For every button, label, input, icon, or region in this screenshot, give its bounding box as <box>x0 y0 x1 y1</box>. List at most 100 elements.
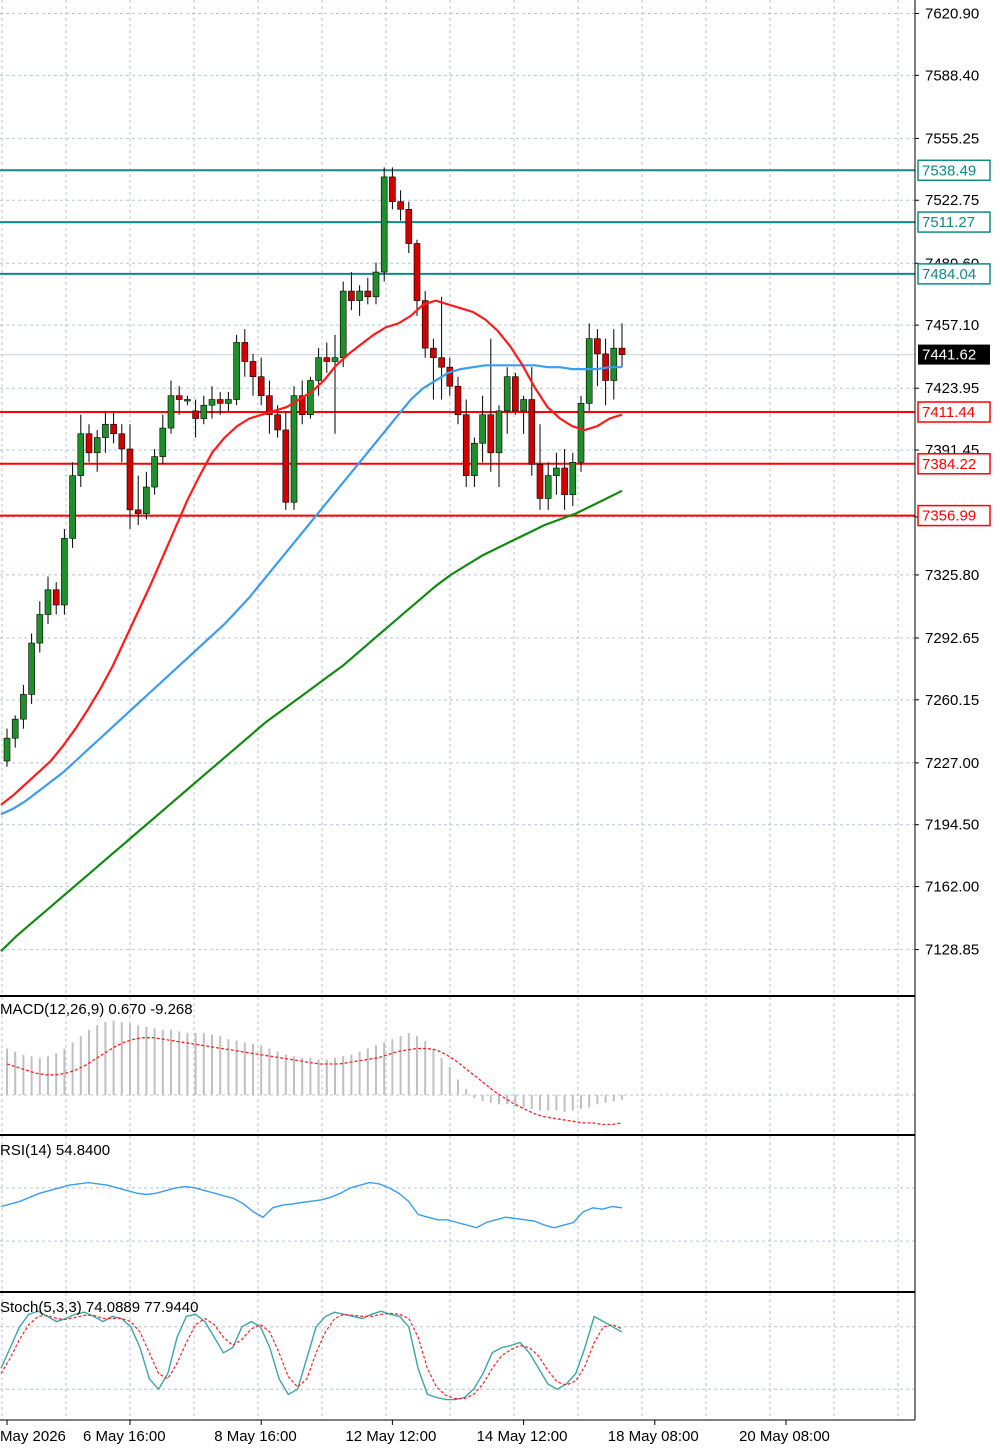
candle-bear <box>298 395 306 416</box>
rsi-label: RSI(14) 54.8400 <box>0 1142 110 1159</box>
price-tick-label: 7555.25 <box>925 130 979 147</box>
candle-bull <box>290 395 298 503</box>
candle-bear <box>405 208 413 244</box>
price-tick-label: 7162.00 <box>925 879 979 896</box>
candle-bear <box>134 509 142 514</box>
moving-averages <box>0 299 623 952</box>
stoch-k-line <box>0 1310 623 1401</box>
price-tick-label: 7128.85 <box>925 942 979 959</box>
level-tag-box <box>917 263 991 285</box>
level-tag-label: 7484.04 <box>922 266 976 283</box>
candle-bull <box>544 475 552 499</box>
candle-bear <box>462 414 470 476</box>
price-tick-label: 7457.10 <box>925 317 979 334</box>
candle-bear <box>266 395 273 416</box>
time-tick-label: 6 May 16:00 <box>83 1428 166 1445</box>
candle-bear <box>413 243 421 301</box>
price-tick-label: 7227.00 <box>925 755 979 772</box>
time-axis: May 2026 6 May 16:00 8 May 16:00 12 May 12:… <box>0 1420 830 1445</box>
candle-bear <box>52 589 60 606</box>
level-tag-box <box>917 401 991 423</box>
candle-bear <box>618 347 626 355</box>
candle-bull <box>77 433 85 476</box>
candle-bull <box>610 347 618 381</box>
candle-bear <box>594 338 601 355</box>
candle-bull <box>20 694 27 720</box>
candle-bull <box>315 357 322 381</box>
candle-bear <box>85 433 93 454</box>
candle-bear <box>216 399 224 404</box>
candle-bear <box>389 176 396 202</box>
rsi-line <box>0 1181 623 1229</box>
candle-bull <box>225 399 232 404</box>
candle-bear <box>323 357 331 362</box>
candle-bear <box>257 376 265 397</box>
ma-slow-line <box>0 489 623 952</box>
candle-bull <box>339 290 347 358</box>
price-tick-label: 7194.50 <box>925 817 979 834</box>
candle-bull <box>380 176 388 273</box>
price-tick-label: 7620.90 <box>925 6 979 23</box>
candle-bear <box>249 361 257 377</box>
price-axis: 7620.907588.407555.257522.757489.607457.… <box>914 0 1000 1450</box>
level-tag-label: 7538.49 <box>922 162 976 179</box>
candle-bull <box>503 376 511 412</box>
price-tick-label: 7325.80 <box>925 567 979 584</box>
stoch-label: Stoch(5,3,3) 74.0889 77.9440 <box>0 1299 199 1316</box>
candle-bear <box>241 342 249 362</box>
current-price-tag-label: 7441.62 <box>922 347 976 364</box>
ma-mid-line <box>0 364 622 816</box>
candlestick-series <box>3 167 626 767</box>
candle-bull <box>495 410 503 454</box>
time-tick-label: 12 May 12:00 <box>345 1428 436 1445</box>
candle-bear <box>487 414 495 454</box>
price-axis-background <box>915 0 1000 1450</box>
level-tag-box <box>917 159 991 182</box>
candle-bull <box>520 399 527 412</box>
level-tag-label: 7356.99 <box>922 508 976 525</box>
candle-bear <box>118 433 126 450</box>
candle-bull <box>159 427 167 457</box>
candle-bull <box>11 718 19 739</box>
candle-bull <box>471 442 478 476</box>
candle-bull <box>44 589 52 615</box>
candle-bear <box>528 399 536 465</box>
candle-bull <box>102 423 109 438</box>
candle-bear <box>561 467 568 495</box>
candle-bear <box>536 463 544 499</box>
price-tick-label: 7522.75 <box>925 192 979 209</box>
candle-bull <box>36 614 44 644</box>
price-tick-label: 7260.15 <box>925 692 979 709</box>
candle-bull <box>184 399 191 402</box>
level-tag-box <box>917 211 991 233</box>
macd-pane-background <box>0 997 915 1133</box>
candle-bear <box>421 300 429 349</box>
candle-bull <box>69 475 76 539</box>
level-tag-label: 7384.22 <box>922 456 976 473</box>
time-tick-label: May 2026 <box>0 1428 66 1445</box>
time-tick-label: 8 May 16:00 <box>214 1428 297 1445</box>
candle-bear <box>110 423 117 435</box>
candle-bear <box>430 347 437 358</box>
candle-bull <box>233 342 240 400</box>
candle-bull <box>61 538 68 606</box>
candle-bear <box>454 385 462 416</box>
candle-bull <box>331 357 339 362</box>
price-tick-label: 7292.65 <box>925 630 979 647</box>
candle-bull <box>93 437 101 454</box>
ma-fast-line <box>0 299 623 806</box>
candle-bull <box>167 395 175 429</box>
rsi-pane-background <box>0 1136 915 1290</box>
candle-bull <box>307 380 314 416</box>
price-tags: 7538.49 7511.27 7484.04 7411.44 7384.22 7356.… <box>917 159 991 527</box>
macd-label: MACD(12,26,9) 0.670 -9.268 <box>0 1001 193 1018</box>
candle-bear <box>364 290 372 298</box>
indicator-panes: MACD(12,26,9) 0.670 -9.26847.8780.00-19.… <box>0 995 1000 1421</box>
candle-bear <box>512 376 519 412</box>
level-tag-box <box>917 453 991 475</box>
level-tag-label: 7511.27 <box>922 214 975 231</box>
candle-bear <box>274 414 281 431</box>
candle-bull <box>151 456 158 488</box>
candle-bull <box>553 467 560 476</box>
